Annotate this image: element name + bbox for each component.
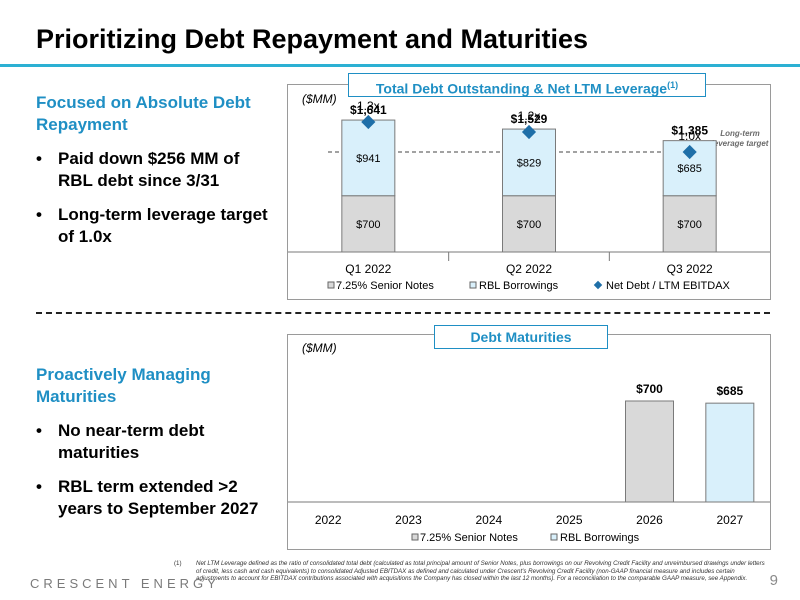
category-label: 2022 xyxy=(315,513,342,527)
legend-swatch xyxy=(327,281,335,289)
target-label: Long-term xyxy=(720,129,760,138)
debt-maturities-chart: ($MM) 2022 2023 2024 2025 $700 2026 $685 2027 7.2… xyxy=(288,341,770,544)
legend-swatch xyxy=(469,281,477,289)
legend-swatch xyxy=(593,280,603,290)
leverage-marker xyxy=(521,124,537,140)
bar-value-label: $685 xyxy=(677,163,701,175)
leverage-label: 1.0x xyxy=(678,129,701,143)
rbl-bar xyxy=(705,402,755,503)
title-rule xyxy=(0,64,800,67)
category-label: 2025 xyxy=(556,513,583,527)
debt-maturities-title: Debt Maturities xyxy=(434,325,608,349)
rbl-bar xyxy=(341,119,396,197)
debt-outstanding-title: Total Debt Outstanding & Net LTM Leverag… xyxy=(348,73,706,97)
section-divider xyxy=(36,312,770,314)
legend-item: RBL Borrowings xyxy=(560,532,640,544)
legend-item: RBL Borrowings xyxy=(479,280,559,292)
category-label: Q3 2022 xyxy=(667,262,713,276)
bar-value-label: $700 xyxy=(517,219,541,231)
page-title: Prioritizing Debt Repayment and Maturiti… xyxy=(36,24,589,54)
chart-title-text: Total Debt Outstanding & Net LTM Leverag… xyxy=(375,80,668,97)
page-number: 9 xyxy=(769,572,778,589)
bar-value-label: $829 xyxy=(517,157,541,169)
bullet-item: Paid down $256 MM of RBL debt since 3/31 xyxy=(36,148,276,192)
total-label: $1,385 xyxy=(671,124,708,138)
category-label: Q2 2022 xyxy=(506,262,552,276)
legend-item: 7.25% Senior Notes xyxy=(420,532,518,544)
debt-outstanding-panel: ($MM) Long-term leverage target $700 $941 $1,… xyxy=(287,84,771,300)
footnote-ref: (1) xyxy=(667,80,679,90)
maturities-heading: Proactively Managing Maturities xyxy=(36,365,211,406)
target-label: leverage target xyxy=(712,139,769,148)
category-label: Q1 2022 xyxy=(345,262,391,276)
legend-item: Net Debt / LTM EBITDAX xyxy=(606,280,731,292)
bar-value-label: $685 xyxy=(716,384,743,398)
category-label: 2023 xyxy=(395,513,422,527)
senior-notes-bar xyxy=(662,195,717,253)
repayment-heading: Focused on Absolute Debt Repayment xyxy=(36,93,251,134)
leverage-label: 1.3x xyxy=(357,99,380,113)
repayment-bullets: Paid down $256 MM of RBL debt since 3/31… xyxy=(36,148,276,248)
footnote-text: Net LTM Leverage defined as the ratio of… xyxy=(196,560,765,582)
bullet-item: No near-term debt maturities xyxy=(36,420,276,464)
bar-value-label: $941 xyxy=(356,153,380,165)
maturities-bullets: No near-term debt maturities RBL term ex… xyxy=(36,420,276,520)
legend-swatch xyxy=(550,533,558,541)
brand-logo-text: CRESCENT ENERGY xyxy=(30,576,220,591)
unit-label: ($MM) xyxy=(302,92,337,106)
unit-label: ($MM) xyxy=(302,341,337,355)
rbl-bar xyxy=(502,128,556,197)
legend-item: 7.25% Senior Notes xyxy=(336,280,434,292)
bullet-item: RBL term extended >2 years to September … xyxy=(36,476,276,520)
category-label: 2027 xyxy=(716,513,743,527)
total-label: $1,641 xyxy=(350,103,387,117)
category-label: 2026 xyxy=(636,513,663,527)
total-label: $1,529 xyxy=(511,112,548,126)
footnote: (1) Net LTM Leverage defined as the rati… xyxy=(174,560,766,583)
legend-swatch xyxy=(411,533,419,541)
left-bottom-section: Proactively Managing Maturities No near-… xyxy=(36,364,276,532)
bar-value-label: $700 xyxy=(677,219,701,231)
bar-value-label: $700 xyxy=(636,382,663,396)
category-label: 2024 xyxy=(475,513,502,527)
senior-notes-bar xyxy=(625,400,674,503)
bullet-item: Long-term leverage target of 1.0x xyxy=(36,204,276,248)
debt-maturities-panel: ($MM) 2022 2023 2024 2025 $700 2026 $685 2027 7.2… xyxy=(287,334,771,550)
footnote-marker: (1) xyxy=(174,560,182,567)
left-top-section: Focused on Absolute Debt Repayment Paid … xyxy=(36,92,276,260)
bar-value-label: $700 xyxy=(356,219,380,231)
leverage-label: 1.2x xyxy=(518,109,541,123)
